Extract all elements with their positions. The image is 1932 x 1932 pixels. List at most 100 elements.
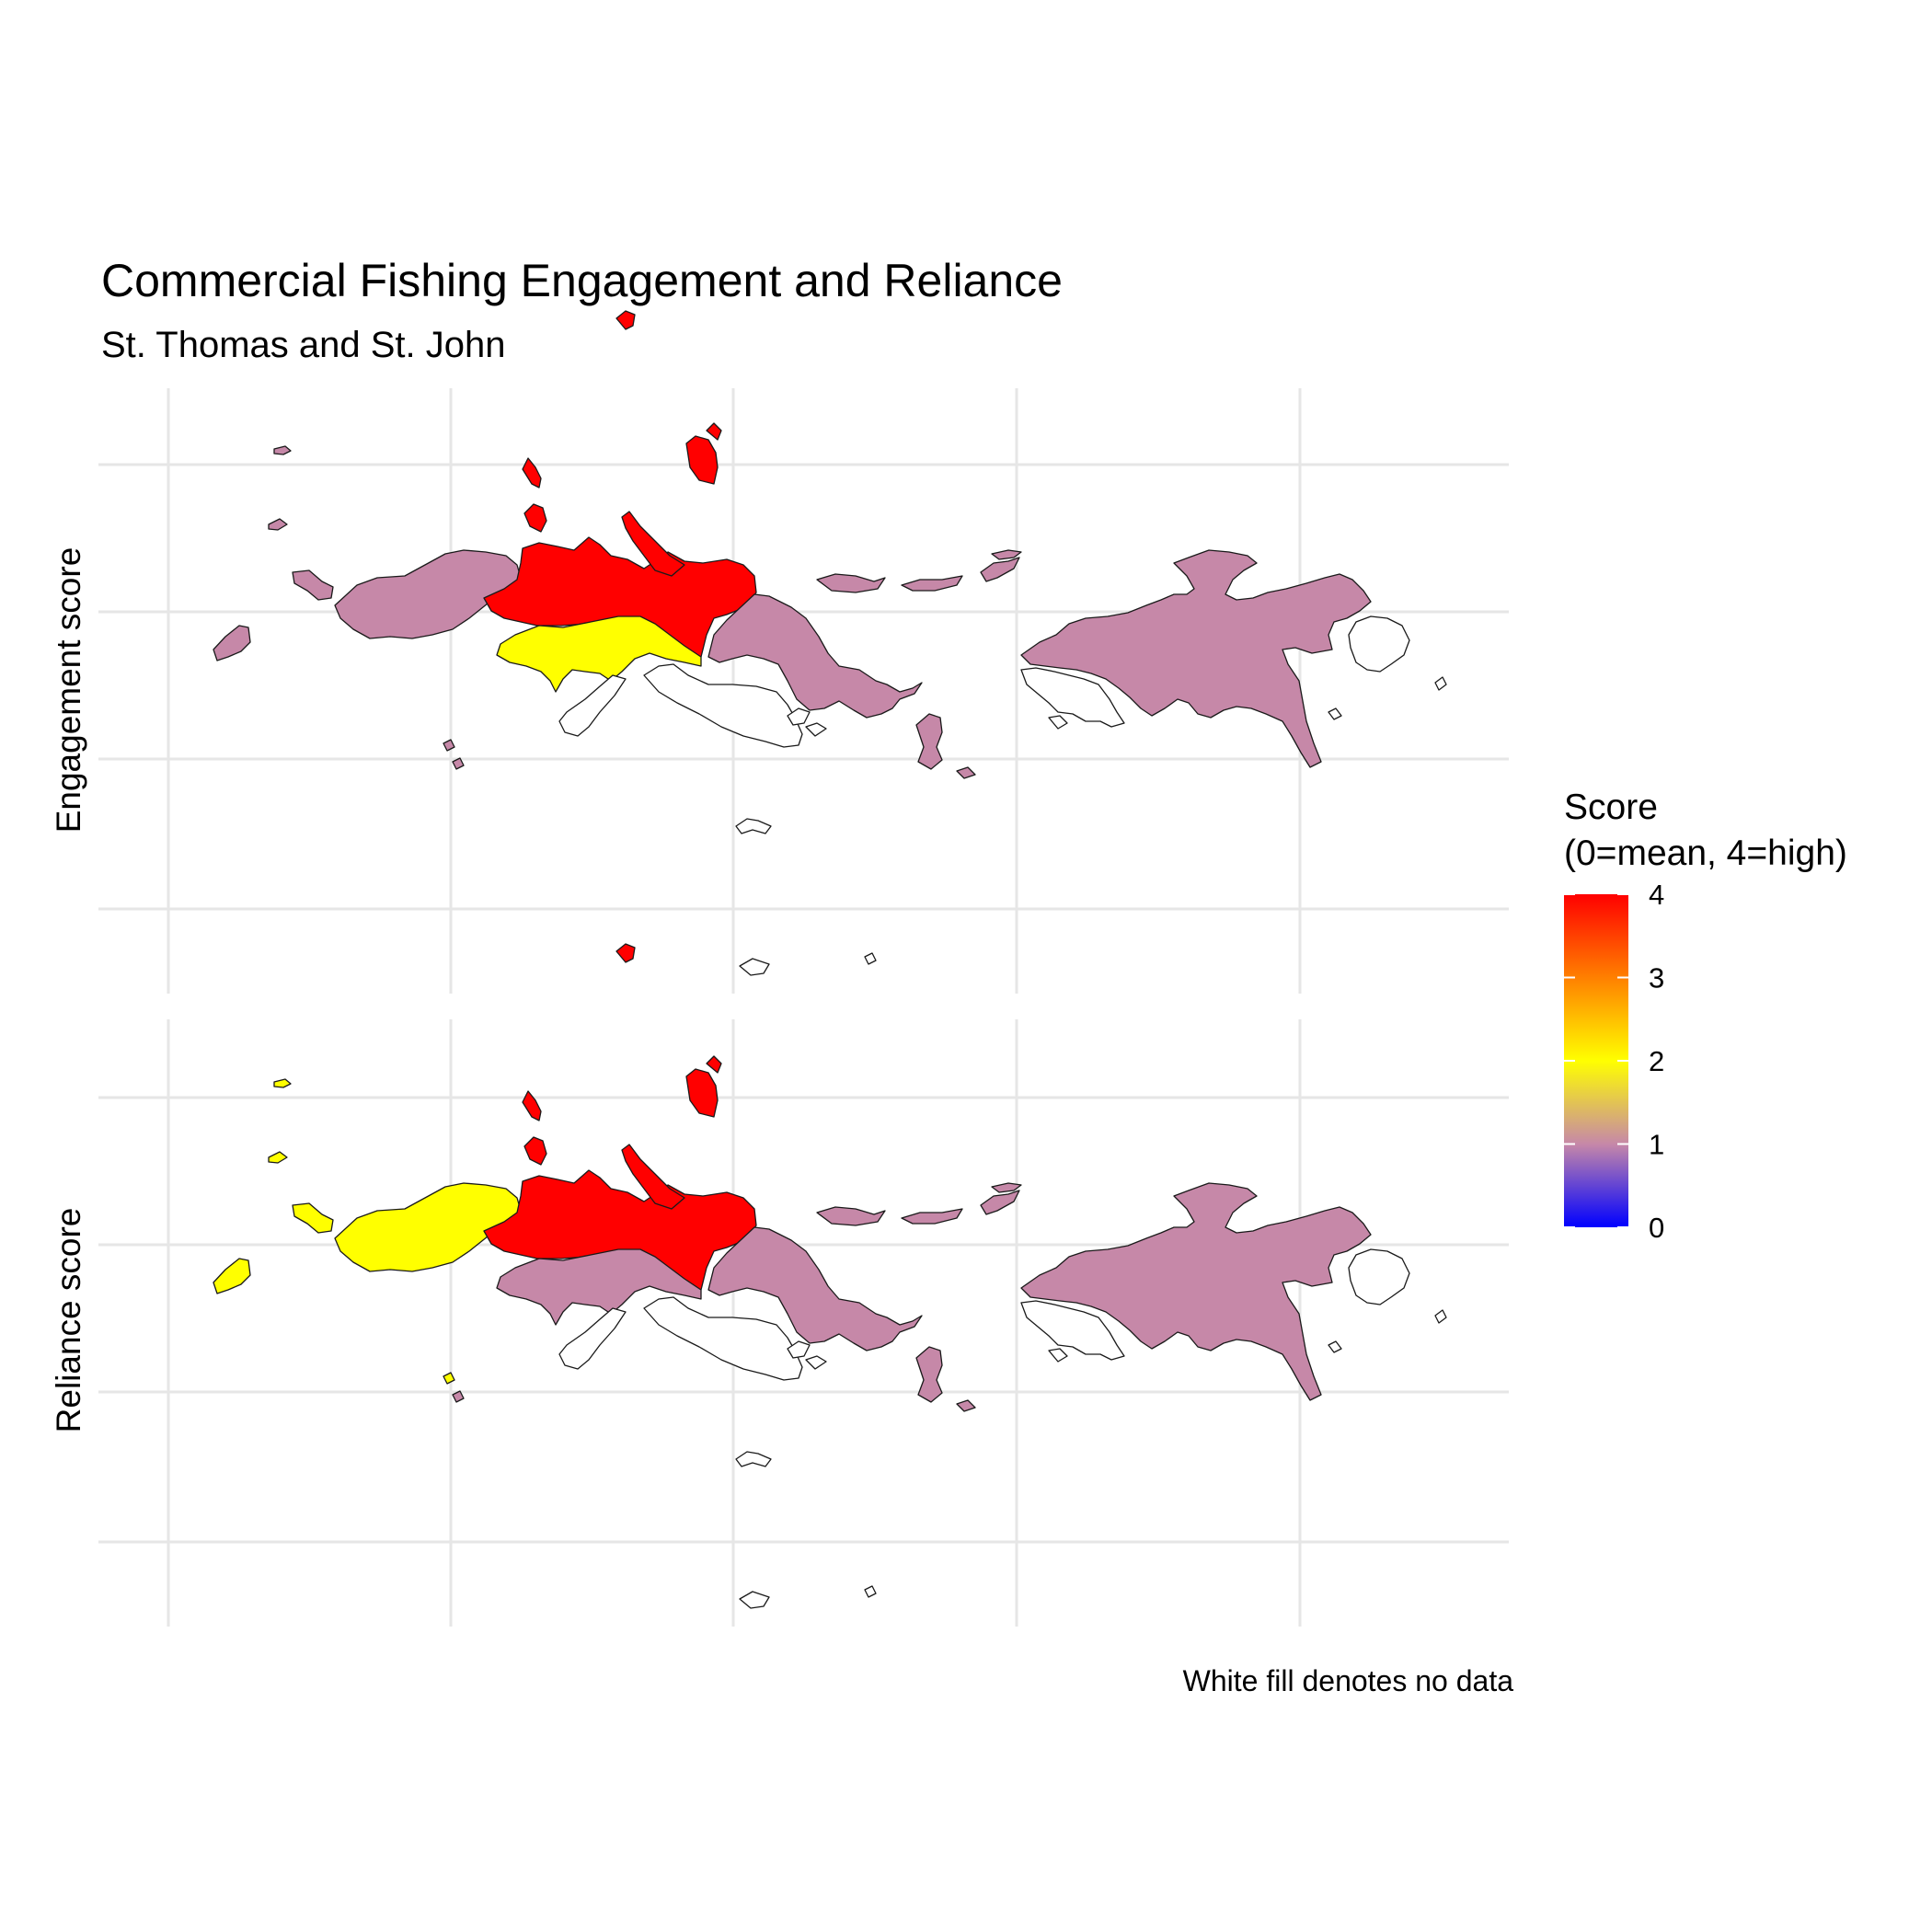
- region-shape: [706, 1055, 722, 1074]
- region-shape: [816, 1206, 886, 1226]
- region-shape: [1348, 1248, 1410, 1305]
- reliance-panel: [98, 943, 1509, 1627]
- legend-tick-label: 4: [1649, 879, 1664, 911]
- region-shape: [643, 663, 803, 748]
- region-shape: [452, 1390, 465, 1403]
- region-shape: [707, 593, 923, 719]
- region-shape: [735, 1451, 772, 1467]
- region-shape: [805, 1355, 827, 1370]
- region-shape: [685, 435, 719, 485]
- region-east-st-thomas: [707, 549, 1022, 719]
- region-southeast-coast: [735, 1340, 877, 1598]
- region-shape: [268, 1151, 288, 1164]
- region-southeast-coast: [735, 707, 877, 965]
- region-northern-cays: [522, 943, 722, 1210]
- region-shape: [1328, 1340, 1342, 1353]
- region-shape: [956, 1399, 976, 1412]
- region-shape: [735, 818, 772, 834]
- legend: Score (0=mean, 4=high) 0 1 2 3 4: [1564, 788, 1847, 1244]
- region-shape: [496, 615, 702, 693]
- panel-gridlines: [98, 1019, 1509, 1627]
- region-far-west-islets: [213, 1078, 455, 1385]
- region-southwest-coast: [558, 1296, 803, 1609]
- region-shape: [621, 511, 685, 577]
- chart-subtitle: St. Thomas and St. John: [101, 325, 506, 365]
- chart-title: Commercial Fishing Engagement and Relian…: [101, 255, 1063, 306]
- region-shape: [787, 1340, 811, 1359]
- region-shape: [292, 569, 334, 601]
- region-shape: [1020, 549, 1372, 768]
- region-shape: [1328, 707, 1342, 720]
- region-shape: [991, 549, 1022, 560]
- region-shape: [523, 1136, 547, 1166]
- region-east-st-thomas: [707, 1182, 1022, 1351]
- engagement-panel: [98, 310, 1509, 994]
- region-shape: [273, 445, 292, 455]
- region-east-end-cays: [452, 713, 976, 779]
- region-shape: [864, 1585, 877, 1598]
- region-shape: [1048, 715, 1068, 730]
- region-shape: [452, 757, 465, 770]
- legend-title: Score: [1564, 788, 1658, 827]
- region-shape: [739, 958, 770, 976]
- region-shape: [522, 1090, 542, 1121]
- region-shape: [643, 1296, 803, 1381]
- region-shape: [816, 573, 886, 593]
- region-shape: [1020, 1300, 1125, 1361]
- region-shape: [1434, 676, 1447, 691]
- region-st-john-main: [1020, 549, 1372, 768]
- region-shape: [787, 707, 811, 726]
- region-st-john-east-tip: [1328, 1248, 1447, 1353]
- region-shape: [1048, 1348, 1068, 1363]
- region-shape: [980, 1190, 1020, 1215]
- region-shape: [707, 1226, 923, 1351]
- region-shape: [956, 766, 976, 779]
- region-shape: [1348, 615, 1410, 673]
- region-shape: [685, 1068, 719, 1118]
- legend-subtitle: (0=mean, 4=high): [1564, 834, 1847, 873]
- caption: White fill denotes no data: [1183, 1664, 1514, 1697]
- region-shape: [1020, 1182, 1372, 1401]
- region-shape: [522, 457, 542, 489]
- region-shape: [268, 518, 288, 531]
- region-shape: [901, 575, 963, 592]
- region-shape: [273, 1078, 292, 1088]
- region-shape: [621, 1144, 685, 1210]
- region-shape: [213, 625, 251, 661]
- region-northern-cays: [522, 310, 722, 577]
- region-shape: [558, 674, 627, 737]
- region-shape: [864, 952, 877, 965]
- region-shape: [443, 1372, 455, 1385]
- region-shape: [292, 1202, 334, 1234]
- region-shape: [443, 739, 455, 752]
- region-shape: [706, 422, 722, 441]
- region-shape: [1434, 1309, 1447, 1324]
- region-shape: [805, 722, 827, 737]
- region-shape: [615, 943, 636, 963]
- engagement-panel-label: Engagement score: [50, 547, 87, 834]
- region-shape: [739, 1591, 770, 1609]
- region-shape: [980, 557, 1020, 582]
- legend-tick-label: 2: [1649, 1045, 1664, 1077]
- legend-tick-label: 1: [1649, 1129, 1664, 1161]
- region-shape: [615, 310, 636, 330]
- region-shape: [991, 1182, 1022, 1193]
- region-southwest-coast: [558, 663, 803, 976]
- region-south-central-st-thomas: [496, 1248, 702, 1326]
- region-east-end-cays: [452, 1346, 976, 1412]
- region-shape: [558, 1307, 627, 1370]
- region-shape: [1020, 667, 1125, 728]
- region-shape: [523, 503, 547, 533]
- region-st-john-west: [1020, 667, 1125, 730]
- region-far-west-islets: [213, 445, 455, 752]
- region-st-john-west: [1020, 1300, 1125, 1363]
- region-shape: [915, 1346, 943, 1403]
- legend-tick-label: 3: [1649, 962, 1664, 995]
- legend-tick-label: 0: [1649, 1212, 1664, 1244]
- region-shape: [213, 1258, 251, 1294]
- region-shape: [901, 1208, 963, 1225]
- reliance-panel-label: Reliance score: [50, 1208, 87, 1433]
- region-shape: [915, 713, 943, 770]
- region-st-john-east-tip: [1328, 615, 1447, 720]
